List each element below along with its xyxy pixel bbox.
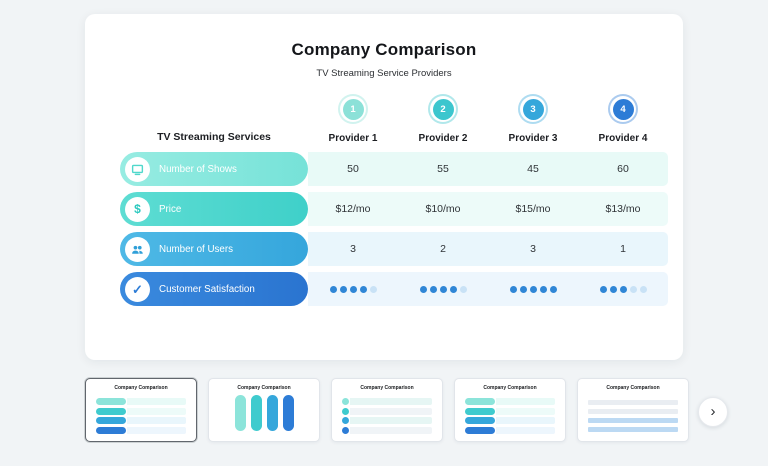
provider-4-label: Provider 4 — [598, 133, 648, 144]
thumbnail-preview — [332, 392, 442, 434]
rating-dot-empty — [369, 285, 377, 293]
row-label-pill: $ Price — [120, 192, 308, 226]
provider-2-label: Provider 2 — [418, 133, 468, 144]
row-label: Number of Shows — [159, 163, 237, 175]
template-thumbnail-3[interactable]: Company Comparison — [331, 378, 443, 442]
template-thumbnail-1[interactable]: Company Comparison — [85, 378, 197, 442]
provider-1-number: 1 — [342, 98, 364, 120]
thumbnail-title: Company Comparison — [483, 385, 537, 391]
carousel-next-button[interactable]: › — [698, 397, 728, 427]
table-row-number-of-users: Number of Users 3 2 3 1 — [120, 232, 668, 266]
cell-satisfaction-provider-4 — [578, 272, 668, 306]
provider-1-badge: 1 — [338, 94, 368, 124]
template-thumbnail-5[interactable]: Company Comparison — [577, 378, 689, 442]
check-icon: ✓ — [125, 276, 150, 302]
thumbnail-title: Company Comparison — [237, 385, 291, 391]
rating-dot-filled — [419, 285, 427, 293]
provider-4-number: 4 — [612, 98, 634, 120]
rating-dot-filled — [529, 285, 537, 293]
rating-dot-filled — [359, 285, 367, 293]
provider-2-header: 2 Provider 2 — [398, 94, 488, 146]
provider-2-badge: 2 — [428, 94, 458, 124]
cell-price-provider-3: $15/mo — [488, 192, 578, 226]
provider-4-badge: 4 — [608, 94, 638, 124]
row-label: Number of Users — [159, 243, 234, 255]
cell-satisfaction-provider-2 — [398, 272, 488, 306]
thumbnail-preview — [86, 392, 196, 434]
rating-dot-filled — [449, 285, 457, 293]
rating-dots — [419, 285, 467, 293]
cell-users-provider-2: 2 — [398, 232, 488, 266]
corner-label: TV Streaming Services — [157, 131, 271, 143]
rating-dot-filled — [609, 285, 617, 293]
rating-dot-filled — [349, 285, 357, 293]
rating-dot-empty — [629, 285, 637, 293]
rating-dot-empty — [639, 285, 647, 293]
thumbnail-preview — [455, 392, 565, 434]
thumbnail-preview — [209, 392, 319, 431]
page-subtitle: TV Streaming Service Providers — [316, 68, 452, 79]
thumbnail-title: Company Comparison — [360, 385, 414, 391]
rating-dot-filled — [509, 285, 517, 293]
provider-1-label: Provider 1 — [328, 133, 378, 144]
provider-3-badge: 3 — [518, 94, 548, 124]
cell-price-provider-4: $13/mo — [578, 192, 668, 226]
cell-shows-provider-1: 50 — [308, 152, 398, 186]
cell-users-provider-1: 3 — [308, 232, 398, 266]
template-thumbnail-2[interactable]: Company Comparison — [208, 378, 320, 442]
rating-dot-empty — [459, 285, 467, 293]
table-row-number-of-shows: Number of Shows 50 55 45 60 — [120, 152, 668, 186]
thumbnail-preview — [578, 392, 688, 432]
slide-preview-card: Company Comparison TV Streaming Service … — [85, 14, 683, 360]
row-label-pill: Number of Users — [120, 232, 308, 266]
cell-users-provider-4: 1 — [578, 232, 668, 266]
rating-dot-filled — [439, 285, 447, 293]
dollar-icon: $ — [125, 196, 150, 222]
rating-dot-filled — [329, 285, 337, 293]
template-carousel: Company Comparison Company Comparison Comp… — [85, 378, 689, 442]
table-header-row: TV Streaming Services 1 Provider 1 2 Pro… — [120, 94, 668, 146]
cell-shows-provider-2: 55 — [398, 152, 488, 186]
page-title: Company Comparison — [291, 40, 477, 59]
cell-shows-provider-4: 60 — [578, 152, 668, 186]
cell-users-provider-3: 3 — [488, 232, 578, 266]
thumbnail-title: Company Comparison — [114, 385, 168, 391]
tv-icon — [125, 156, 150, 182]
rating-dot-filled — [549, 285, 557, 293]
provider-3-label: Provider 3 — [508, 133, 558, 144]
cell-satisfaction-provider-3 — [488, 272, 578, 306]
cell-price-provider-1: $12/mo — [308, 192, 398, 226]
users-icon — [125, 236, 150, 262]
template-thumbnail-4[interactable]: Company Comparison — [454, 378, 566, 442]
rating-dot-filled — [619, 285, 627, 293]
row-label-pill: ✓ Customer Satisfaction — [120, 272, 308, 306]
rating-dots — [509, 285, 557, 293]
rating-dot-filled — [599, 285, 607, 293]
provider-4-header: 4 Provider 4 — [578, 94, 668, 146]
cell-shows-provider-3: 45 — [488, 152, 578, 186]
comparison-table: TV Streaming Services 1 Provider 1 2 Pro… — [120, 94, 668, 306]
table-row-price: $ Price $12/mo $10/mo $15/mo $13/mo — [120, 192, 668, 226]
rating-dot-filled — [339, 285, 347, 293]
row-label: Price — [159, 203, 182, 215]
rating-dot-filled — [519, 285, 527, 293]
provider-1-header: 1 Provider 1 — [308, 94, 398, 146]
rating-dots — [329, 285, 377, 293]
rating-dots — [599, 285, 647, 293]
provider-2-number: 2 — [432, 98, 454, 120]
provider-3-header: 3 Provider 3 — [488, 94, 578, 146]
provider-3-number: 3 — [522, 98, 544, 120]
row-label: Customer Satisfaction — [159, 283, 255, 295]
table-row-customer-satisfaction: ✓ Customer Satisfaction — [120, 272, 668, 306]
rating-dot-filled — [539, 285, 547, 293]
cell-price-provider-2: $10/mo — [398, 192, 488, 226]
rating-dot-filled — [429, 285, 437, 293]
row-label-pill: Number of Shows — [120, 152, 308, 186]
cell-satisfaction-provider-1 — [308, 272, 398, 306]
thumbnail-title: Company Comparison — [606, 385, 660, 391]
